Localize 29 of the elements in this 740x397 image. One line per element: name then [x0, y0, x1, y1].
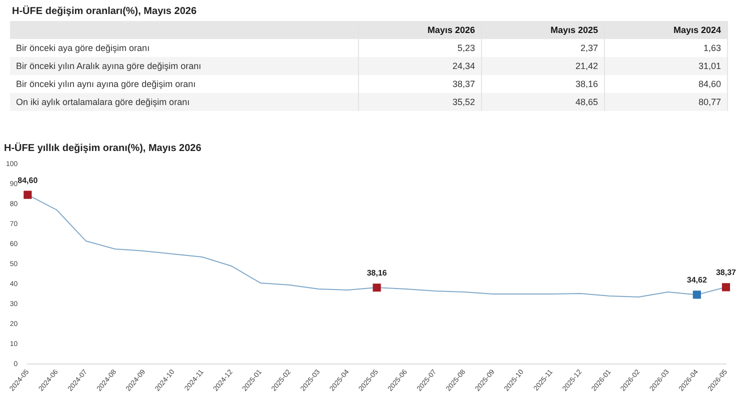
text: 35,52 [358, 93, 482, 111]
point [372, 284, 381, 292]
point [692, 290, 701, 299]
text: H-ÜFE değişim oranları(%), Mayıs 2026 [12, 6, 198, 17]
text: 21,42 [482, 57, 604, 75]
text: Bir önceki yılın Aralık ayına göre değişim oranı [10, 57, 358, 75]
text: 1,63 [604, 39, 728, 57]
text: On iki aylık ortalamalara göre değişim oranı [10, 93, 358, 111]
text: 48,65 [482, 93, 604, 111]
text: 2,37 [482, 39, 604, 57]
text: Mayıs 2025 [482, 21, 604, 39]
point [24, 190, 32, 199]
text: 84,60 [604, 75, 728, 93]
text: 24,34 [358, 57, 482, 75]
text: Bir önceki yılın aynı ayına göre değişim oranı [10, 75, 358, 93]
text: Mayıs 2024 [604, 21, 728, 39]
data-label: 84,60 [18, 176, 38, 185]
text: 80,77 [604, 93, 728, 111]
chart-title: H-ÜFE yıllık değişim oranı(%), Mayıs 2026 [4, 142, 202, 154]
data-label: 34,62 [686, 276, 708, 285]
data-label: 38,16 [366, 268, 388, 278]
text: 38,37 [358, 75, 482, 93]
data-label: 38,37 [716, 268, 737, 278]
text: 38,16 [482, 75, 604, 93]
text: Bir önceki aya göre değişim oranı [10, 39, 358, 57]
text: 31,01 [604, 57, 728, 75]
text: Mayıs 2026 [358, 21, 482, 39]
point [722, 283, 730, 292]
text: 5,23 [358, 39, 482, 57]
